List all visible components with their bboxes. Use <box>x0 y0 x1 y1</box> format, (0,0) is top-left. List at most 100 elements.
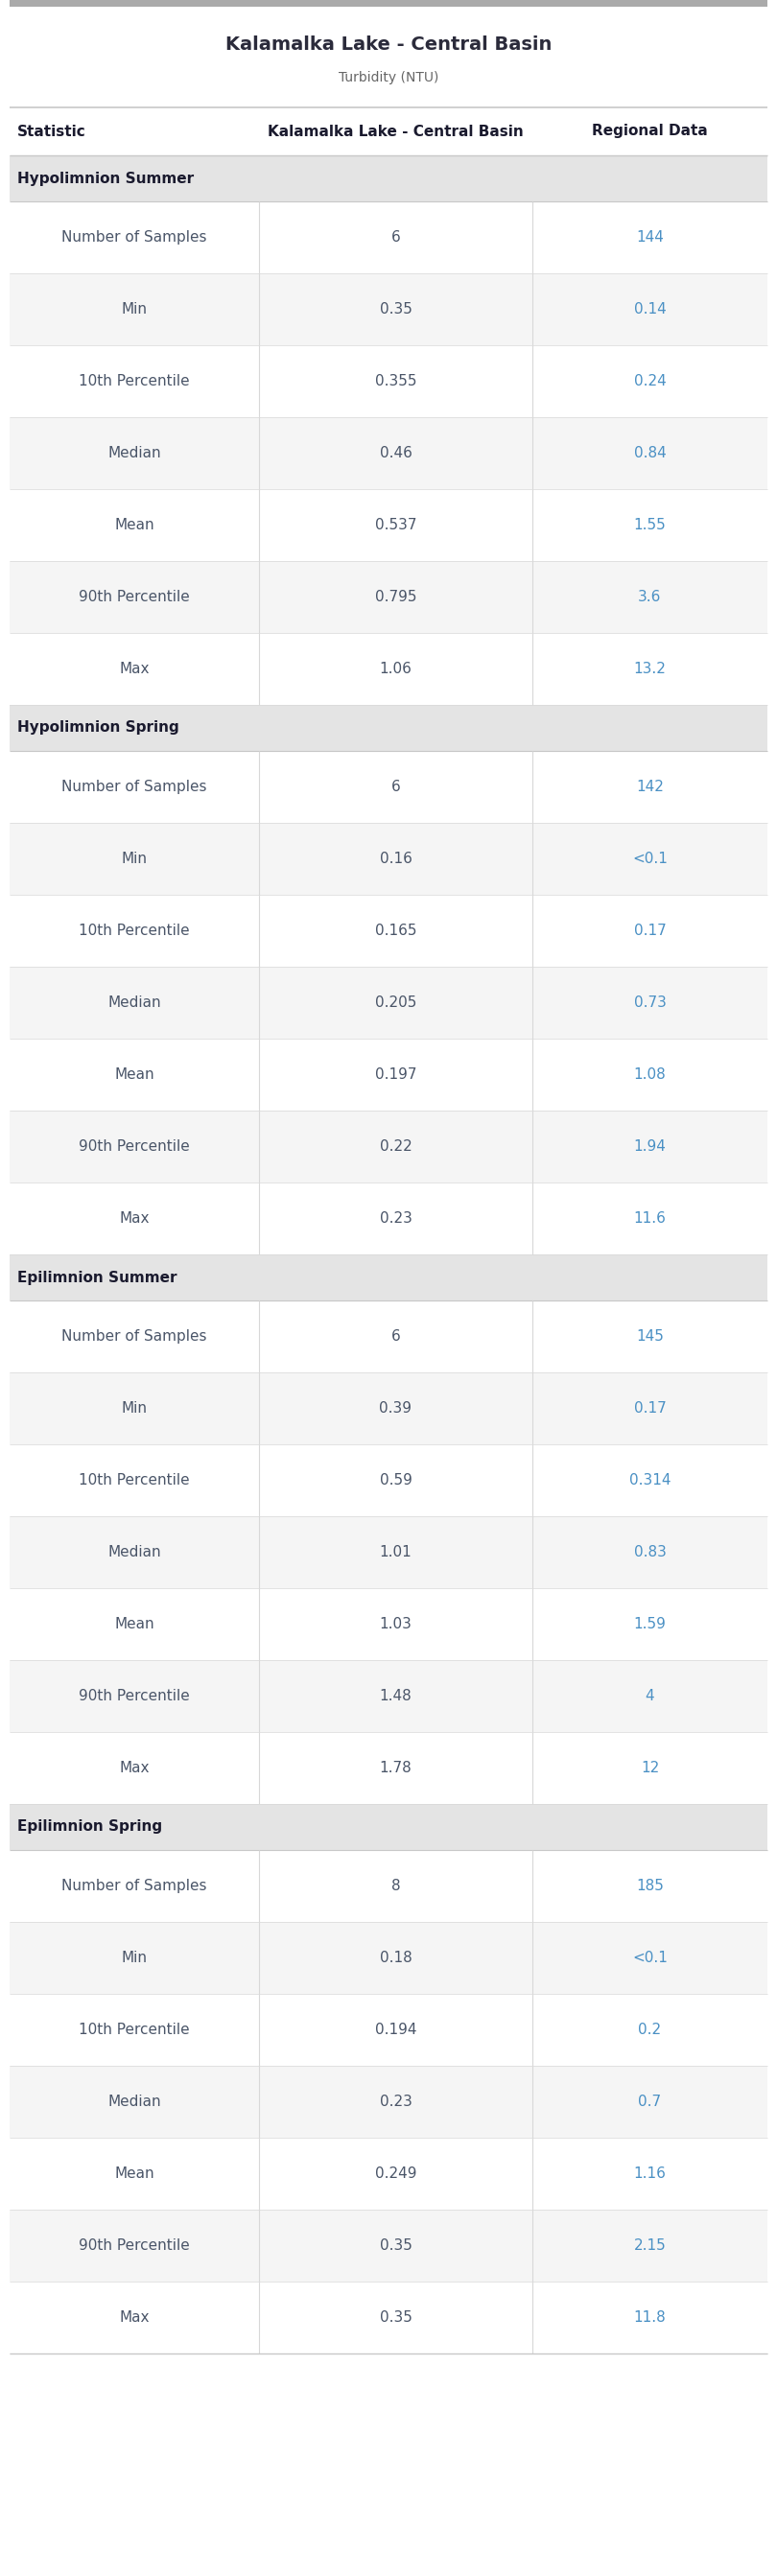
Bar <box>9 1373 768 1445</box>
Text: 1.59: 1.59 <box>634 1618 666 1631</box>
Text: 0.73: 0.73 <box>634 994 666 1010</box>
Text: 0.537: 0.537 <box>375 518 416 533</box>
Text: Hypolimnion Summer: Hypolimnion Summer <box>17 170 194 185</box>
Text: 0.83: 0.83 <box>634 1546 666 1558</box>
Text: 6: 6 <box>391 1329 400 1345</box>
Bar <box>9 562 768 634</box>
Text: Max: Max <box>119 1211 149 1226</box>
Text: Min: Min <box>121 301 148 317</box>
Bar <box>9 1850 768 1922</box>
Text: 0.2: 0.2 <box>639 2022 661 2038</box>
Text: 0.18: 0.18 <box>379 1950 412 1965</box>
Text: 185: 185 <box>636 1878 664 1893</box>
Text: Min: Min <box>121 1401 148 1417</box>
Text: 0.17: 0.17 <box>634 1401 666 1417</box>
Text: 0.59: 0.59 <box>379 1473 412 1486</box>
Bar <box>9 0 768 8</box>
Bar <box>9 706 768 752</box>
Bar <box>9 1038 768 1110</box>
Text: 0.17: 0.17 <box>634 925 666 938</box>
Bar <box>9 1589 768 1659</box>
Text: Median: Median <box>108 1546 161 1558</box>
Text: Mean: Mean <box>114 2166 155 2182</box>
Text: 13.2: 13.2 <box>634 662 666 675</box>
Text: Number of Samples: Number of Samples <box>61 1878 207 1893</box>
Text: Epilimnion Spring: Epilimnion Spring <box>17 1819 162 1834</box>
Bar <box>9 1659 768 1731</box>
Text: Epilimnion Summer: Epilimnion Summer <box>17 1270 177 1285</box>
Text: 1.01: 1.01 <box>379 1546 412 1558</box>
Bar <box>9 2066 768 2138</box>
Bar <box>9 1110 768 1182</box>
Text: 0.355: 0.355 <box>375 374 416 389</box>
Bar <box>9 417 768 489</box>
Text: Statistic: Statistic <box>17 124 86 139</box>
Text: 0.249: 0.249 <box>375 2166 416 2182</box>
Text: 10th Percentile: 10th Percentile <box>78 2022 190 2038</box>
Text: 0.165: 0.165 <box>375 925 416 938</box>
Text: Number of Samples: Number of Samples <box>61 229 207 245</box>
Bar <box>9 108 768 155</box>
Text: Hypolimnion Spring: Hypolimnion Spring <box>17 721 179 734</box>
Text: Turbidity (NTU): Turbidity (NTU) <box>339 70 438 85</box>
Text: Regional Data: Regional Data <box>592 124 708 139</box>
Text: Mean: Mean <box>114 1618 155 1631</box>
Bar <box>9 1994 768 2066</box>
Text: 1.03: 1.03 <box>379 1618 412 1631</box>
Text: 0.22: 0.22 <box>379 1139 412 1154</box>
Bar <box>9 1301 768 1373</box>
Text: 0.39: 0.39 <box>379 1401 412 1417</box>
Bar <box>9 2282 768 2354</box>
Text: 4: 4 <box>645 1690 654 1703</box>
Text: 0.23: 0.23 <box>379 2094 412 2110</box>
Text: 90th Percentile: 90th Percentile <box>78 1690 190 1703</box>
Text: Max: Max <box>119 662 149 675</box>
Text: 0.23: 0.23 <box>379 1211 412 1226</box>
Text: 90th Percentile: 90th Percentile <box>78 1139 190 1154</box>
Bar <box>9 2210 768 2282</box>
Text: Number of Samples: Number of Samples <box>61 781 207 793</box>
Bar <box>9 966 768 1038</box>
Text: 1.94: 1.94 <box>634 1139 666 1154</box>
Text: 10th Percentile: 10th Percentile <box>78 1473 190 1486</box>
Bar <box>9 345 768 417</box>
Text: 6: 6 <box>391 781 400 793</box>
Bar <box>9 1182 768 1255</box>
Text: 145: 145 <box>636 1329 664 1345</box>
Text: 10th Percentile: 10th Percentile <box>78 374 190 389</box>
Text: 0.14: 0.14 <box>634 301 666 317</box>
Text: 90th Percentile: 90th Percentile <box>78 590 190 605</box>
Text: Kalamalka Lake - Central Basin: Kalamalka Lake - Central Basin <box>225 36 552 54</box>
Text: Number of Samples: Number of Samples <box>61 1329 207 1345</box>
Text: 142: 142 <box>636 781 664 793</box>
Text: 6: 6 <box>391 229 400 245</box>
Text: Median: Median <box>108 446 161 461</box>
Bar <box>9 1922 768 1994</box>
Bar <box>9 822 768 894</box>
Bar <box>9 634 768 706</box>
Text: 0.35: 0.35 <box>379 2239 412 2254</box>
Text: 1.48: 1.48 <box>379 1690 412 1703</box>
Text: 0.16: 0.16 <box>379 853 412 866</box>
Text: 1.55: 1.55 <box>634 518 666 533</box>
Text: <0.1: <0.1 <box>632 1950 667 1965</box>
Text: <0.1: <0.1 <box>632 853 667 866</box>
Bar <box>9 2138 768 2210</box>
Bar <box>9 273 768 345</box>
Bar <box>9 1803 768 1850</box>
Text: 0.197: 0.197 <box>375 1066 416 1082</box>
Text: 8: 8 <box>391 1878 400 1893</box>
Text: 0.46: 0.46 <box>379 446 412 461</box>
Text: 1.16: 1.16 <box>634 2166 666 2182</box>
Text: 0.7: 0.7 <box>639 2094 661 2110</box>
Text: 1.08: 1.08 <box>634 1066 666 1082</box>
Text: 12: 12 <box>641 1762 659 1775</box>
Bar <box>9 489 768 562</box>
Text: 1.78: 1.78 <box>379 1762 412 1775</box>
Text: 1.06: 1.06 <box>379 662 412 675</box>
Bar <box>9 1517 768 1589</box>
Text: 0.35: 0.35 <box>379 301 412 317</box>
Text: Min: Min <box>121 853 148 866</box>
Text: Kalamalka Lake - Central Basin: Kalamalka Lake - Central Basin <box>268 124 524 139</box>
Text: 144: 144 <box>636 229 664 245</box>
